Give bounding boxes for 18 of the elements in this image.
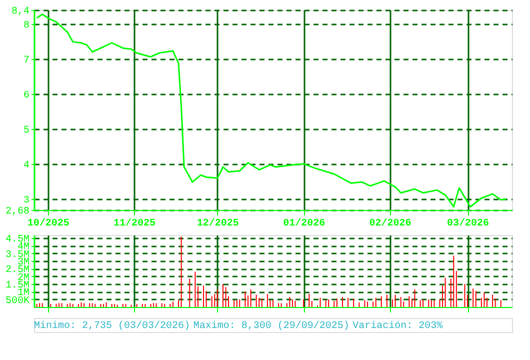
- x-tick-label: 12/2025: [196, 218, 239, 230]
- text: Maximo: 8,300 (29/09/2025): [193, 320, 350, 332]
- x-tick-label: 11/2025: [114, 218, 156, 230]
- x-tick-label: 10/2025: [27, 218, 70, 230]
- y-tick-label: 4: [23, 160, 30, 172]
- y-tick-label: 8: [23, 20, 30, 32]
- y-tick-label: 6: [23, 90, 30, 102]
- y-tick-label: 2,68: [5, 206, 30, 218]
- line-series: [36, 13, 508, 208]
- x-tick-label: 01/2026: [283, 218, 326, 230]
- x-tick-label: 03/2026: [447, 218, 490, 230]
- text: Variación: 203%: [352, 320, 443, 332]
- text: Minimo: 2,735 (03/03/2026): [34, 320, 190, 332]
- y-tick-label: 7: [23, 55, 30, 66]
- y-tick-label: 5: [23, 125, 30, 136]
- y-tick-label: 3: [23, 195, 30, 206]
- y-tick-label: 8,4: [11, 6, 30, 18]
- x-tick-label: 02/2026: [369, 218, 412, 230]
